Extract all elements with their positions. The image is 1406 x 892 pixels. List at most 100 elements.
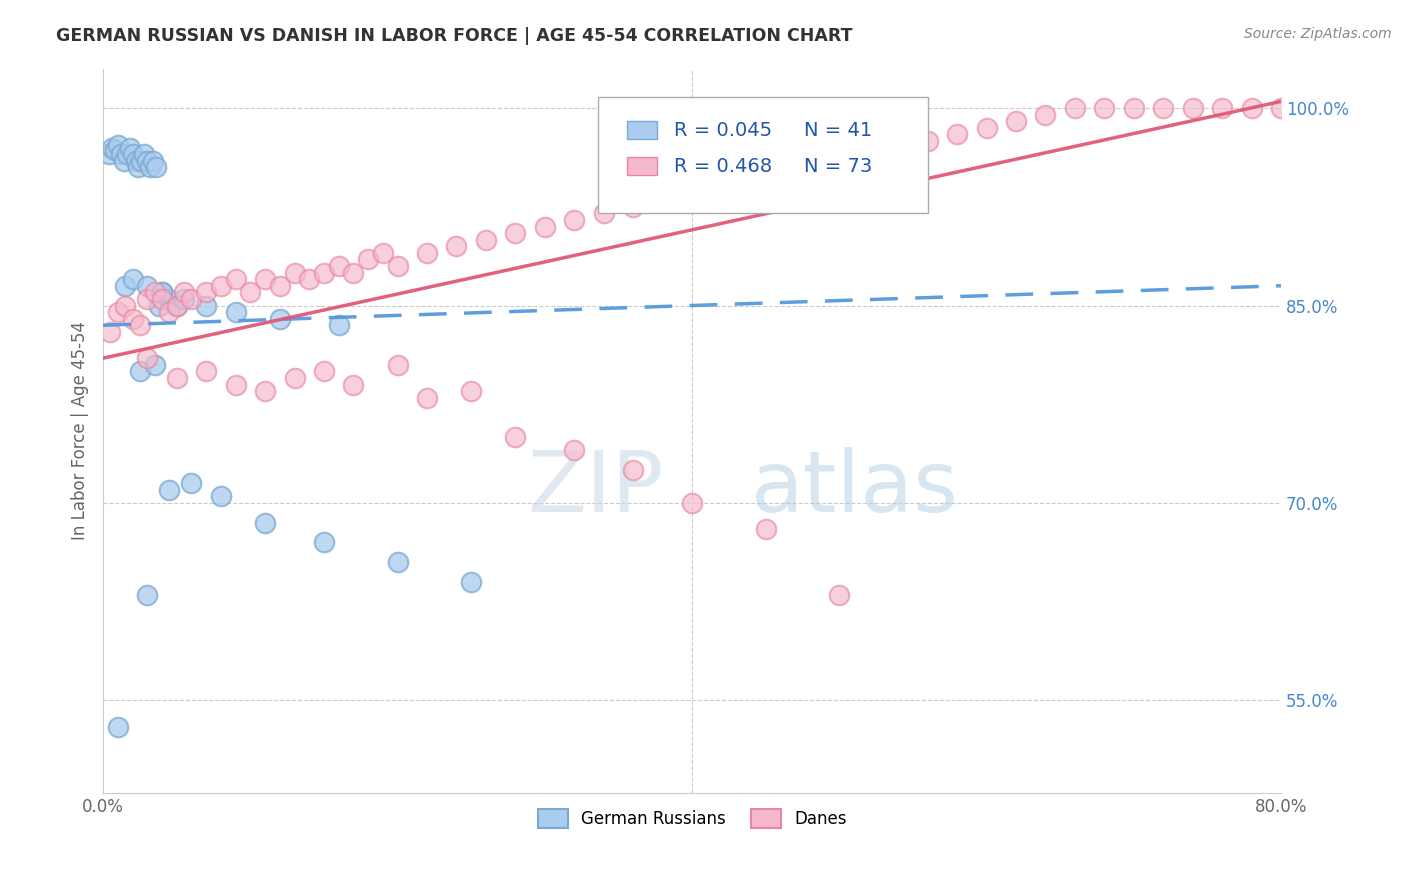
Text: ZIP: ZIP: [527, 447, 664, 530]
Point: [145, 161, 167, 175]
Text: atlas: atlas: [751, 447, 959, 530]
Point: [127, 161, 149, 175]
Point: [225, 305, 247, 319]
Point: [195, 364, 218, 378]
Point: [1270, 101, 1292, 115]
Point: [371, 245, 394, 260]
Point: [562, 213, 585, 227]
Point: [121, 311, 143, 326]
Point: [387, 259, 409, 273]
Point: [114, 278, 136, 293]
Text: R = 0.045: R = 0.045: [675, 120, 772, 139]
Point: [533, 219, 555, 234]
Point: [121, 272, 143, 286]
Point: [621, 463, 644, 477]
Point: [342, 377, 364, 392]
Point: [917, 134, 939, 148]
Point: [887, 140, 910, 154]
Point: [312, 364, 335, 378]
Point: [269, 311, 291, 326]
Point: [976, 120, 998, 135]
Point: [225, 377, 247, 392]
Point: [115, 147, 138, 161]
Point: [136, 278, 159, 293]
Point: [562, 443, 585, 458]
Point: [114, 298, 136, 312]
Point: [100, 325, 122, 339]
Y-axis label: In Labor Force | Age 45-54: In Labor Force | Age 45-54: [72, 321, 89, 540]
Point: [505, 430, 527, 444]
Point: [946, 128, 969, 142]
Point: [166, 298, 188, 312]
Point: [166, 298, 188, 312]
Point: [180, 292, 202, 306]
Point: [131, 153, 153, 168]
Point: [157, 292, 180, 306]
Point: [180, 476, 202, 491]
Point: [107, 720, 129, 734]
Point: [107, 305, 129, 319]
Point: [254, 384, 277, 398]
Point: [173, 292, 195, 306]
Point: [1211, 101, 1233, 115]
Point: [136, 292, 159, 306]
Point: [209, 278, 232, 293]
Point: [143, 285, 166, 300]
Point: [166, 371, 188, 385]
Point: [121, 147, 143, 161]
Point: [239, 285, 262, 300]
Point: [283, 266, 305, 280]
Point: [681, 496, 703, 510]
Point: [107, 137, 129, 152]
Point: [1181, 101, 1204, 115]
Point: [828, 153, 851, 168]
Point: [101, 140, 124, 154]
Point: [446, 239, 468, 253]
Point: [621, 200, 644, 214]
Point: [312, 266, 335, 280]
Point: [740, 173, 762, 187]
Point: [283, 371, 305, 385]
Point: [328, 259, 350, 273]
Point: [148, 298, 170, 312]
Point: [195, 285, 218, 300]
Point: [225, 272, 247, 286]
Point: [110, 147, 132, 161]
Point: [1063, 101, 1085, 115]
Point: [98, 147, 121, 161]
Point: [139, 161, 162, 175]
Point: [416, 391, 439, 405]
Point: [157, 483, 180, 497]
Point: [173, 285, 195, 300]
Bar: [627, 121, 657, 139]
Point: [475, 233, 498, 247]
Point: [387, 358, 409, 372]
Point: [312, 535, 335, 549]
Point: [1092, 101, 1115, 115]
Point: [136, 588, 159, 602]
Point: [150, 285, 173, 300]
Point: [1152, 101, 1174, 115]
Point: [710, 180, 733, 194]
Point: [858, 147, 880, 161]
Point: [1035, 107, 1057, 121]
Point: [124, 153, 146, 168]
FancyBboxPatch shape: [598, 97, 928, 213]
Point: [681, 186, 703, 201]
Point: [104, 143, 127, 157]
Point: [298, 272, 321, 286]
Point: [387, 555, 409, 569]
Point: [651, 193, 673, 207]
Legend: German Russians, Danes: German Russians, Danes: [531, 803, 853, 835]
Point: [755, 522, 778, 536]
Point: [142, 153, 165, 168]
Point: [150, 292, 173, 306]
Text: R = 0.468: R = 0.468: [675, 157, 772, 176]
Point: [1122, 101, 1144, 115]
Point: [416, 245, 439, 260]
Point: [799, 161, 821, 175]
Point: [828, 588, 851, 602]
Text: GERMAN RUSSIAN VS DANISH IN LABOR FORCE | AGE 45-54 CORRELATION CHART: GERMAN RUSSIAN VS DANISH IN LABOR FORCE …: [56, 27, 853, 45]
Point: [460, 384, 482, 398]
Point: [460, 574, 482, 589]
